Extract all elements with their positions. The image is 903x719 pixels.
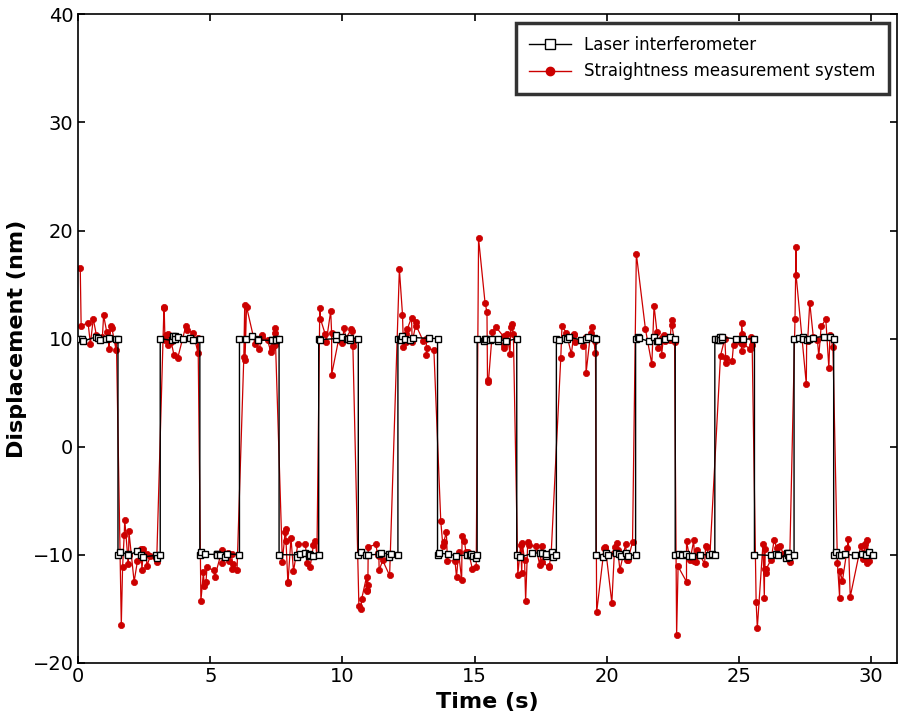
Legend: Laser interferometer, Straightness measurement system: Laser interferometer, Straightness measu…	[515, 23, 888, 93]
Y-axis label: Displacement (nm): Displacement (nm)	[7, 219, 27, 458]
X-axis label: Time (s): Time (s)	[436, 692, 538, 712]
